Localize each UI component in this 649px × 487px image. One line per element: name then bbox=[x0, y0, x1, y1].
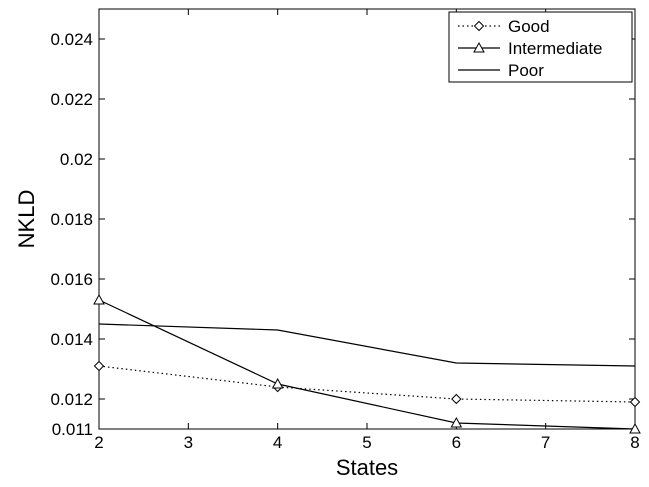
data-point-diamond bbox=[451, 393, 462, 405]
y-tick-label: 0.024 bbox=[50, 30, 93, 49]
data-point-triangle bbox=[450, 416, 463, 428]
data-point-triangle bbox=[271, 377, 284, 389]
y-tick-label: 0.02 bbox=[60, 150, 93, 169]
legend-label: Intermediate bbox=[508, 39, 603, 58]
y-axis-label: NKLD bbox=[14, 190, 39, 249]
y-tick-label: 0.022 bbox=[50, 90, 93, 109]
y-axis-ticks: 0.011 0.012 0.014 0.016 0.018 0.02 0.022 0.024 bbox=[50, 30, 635, 439]
legend-label: Good bbox=[508, 17, 550, 36]
data-point-triangle bbox=[629, 422, 641, 434]
x-axis-label: States bbox=[336, 455, 398, 480]
series-layer bbox=[93, 293, 641, 434]
series-line bbox=[98, 323, 636, 367]
data-point-triangle bbox=[473, 41, 485, 53]
series-line bbox=[98, 299, 636, 430]
y-tick-label: 0.016 bbox=[50, 270, 93, 289]
y-tick-label: 0.011 bbox=[52, 420, 93, 439]
legend-entry: Good bbox=[458, 17, 550, 36]
x-tick-label: 7 bbox=[541, 433, 550, 452]
x-tick-label: 2 bbox=[94, 433, 103, 452]
y-tick-label: 0.014 bbox=[50, 330, 93, 349]
legend: Good Intermediate Poor bbox=[448, 11, 633, 83]
y-tick-label: 0.018 bbox=[50, 210, 93, 229]
legend-entry: Poor bbox=[458, 61, 544, 80]
x-tick-label: 6 bbox=[452, 433, 461, 452]
x-tick-label: 8 bbox=[630, 433, 639, 452]
data-point-diamond bbox=[629, 396, 641, 408]
x-tick-label: 5 bbox=[362, 433, 371, 452]
data-point-triangle bbox=[93, 293, 105, 305]
series-poor bbox=[98, 323, 636, 367]
legend-label: Poor bbox=[508, 61, 544, 80]
x-tick-label: 3 bbox=[184, 433, 193, 452]
x-tick-label: 4 bbox=[273, 433, 282, 452]
legend-entry: Intermediate bbox=[458, 39, 603, 58]
data-point-diamond bbox=[93, 360, 105, 372]
data-point-diamond bbox=[473, 20, 485, 32]
y-tick-label: 0.012 bbox=[50, 390, 93, 409]
series-intermediate bbox=[93, 293, 641, 434]
x-axis-ticks: 2 3 4 5 6 7 8 bbox=[94, 9, 640, 452]
